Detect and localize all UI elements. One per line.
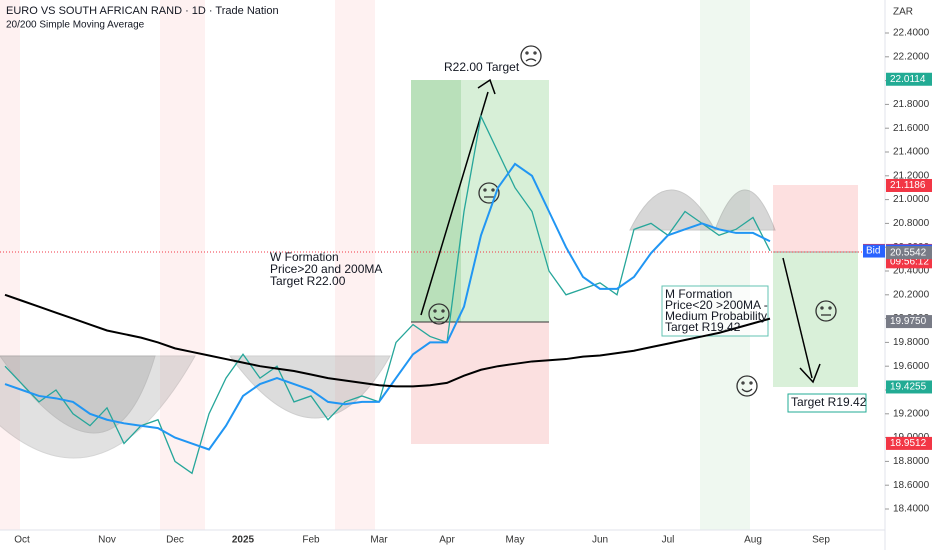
y-tick-label: 19.6000 <box>893 361 930 372</box>
price-tag-label: 19.9750 <box>890 316 927 327</box>
price-tag <box>886 178 932 192</box>
price-tag-label: 19.4255 <box>890 382 927 393</box>
annotation: M Formation <box>665 287 732 301</box>
emoji-faces <box>428 45 837 397</box>
y-tick-label: 20.4000 <box>893 266 930 277</box>
x-tick-label: Aug <box>744 535 762 546</box>
price-tag-label: 20.5542 <box>890 247 927 258</box>
annotation: W Formation <box>270 250 339 264</box>
y-tick-label: 21.4000 <box>893 147 930 158</box>
x-tick-label: Jul <box>662 535 675 546</box>
session-band <box>0 0 20 530</box>
y-tick-label: 19.2000 <box>893 408 930 419</box>
x-tick-label: Feb <box>302 535 320 546</box>
series-line <box>4 293 771 388</box>
y-tick-label: 18.8000 <box>893 456 930 467</box>
y-tick-label: 22.4000 <box>893 28 930 39</box>
background-layer <box>0 0 885 530</box>
price-tag-label: 18.9512 <box>890 438 927 449</box>
y-tick-label: 20.8000 <box>893 218 930 229</box>
series-line <box>4 114 771 475</box>
short-loss-zone <box>773 185 858 252</box>
annotation: R22.00 Target <box>444 60 520 74</box>
price-tag <box>886 315 932 329</box>
annotation: Target R19.42 <box>791 395 867 409</box>
y-tick-label: 19.8000 <box>893 337 930 348</box>
currency-label: ZAR <box>893 7 913 18</box>
arrow-up <box>420 91 489 316</box>
series-line <box>4 162 771 451</box>
price-tag <box>886 436 932 450</box>
x-tick-label: Sep <box>812 535 830 546</box>
y-tick-label: 18.4000 <box>893 504 930 515</box>
arrow-down <box>782 257 813 379</box>
session-band <box>335 0 375 530</box>
price-tag-label: 22.0114 <box>890 74 926 85</box>
price-tag <box>886 380 932 394</box>
y-axis-area <box>885 0 932 550</box>
cap-shape <box>714 189 776 231</box>
chart-subtitle: 20/200 Simple Moving Average <box>6 20 145 31</box>
y-tick-label: 21.6000 <box>893 123 930 134</box>
x-tick-label: Dec <box>166 535 184 546</box>
y-tick-label: 21.2000 <box>893 170 930 181</box>
x-tick-label: Nov <box>98 535 116 546</box>
chart-title: EURO VS SOUTH AFRICAN RAND · 1D · Trade … <box>6 5 279 17</box>
annotation-box <box>787 393 867 413</box>
arrow-head <box>477 78 496 95</box>
y-tick-label: 20.2000 <box>893 289 930 300</box>
price-tag <box>886 72 932 86</box>
x-tick-label: 2025 <box>232 535 255 546</box>
x-tick-label: May <box>506 535 525 546</box>
annotation: Target R22.00 <box>270 274 346 288</box>
annotation: Price<20 >200MA - <box>665 298 768 312</box>
annotation: Price>20 and 200MA <box>270 262 382 276</box>
cup-shape <box>0 355 196 459</box>
annotation-box <box>661 285 769 337</box>
y-tick-label: 18.6000 <box>893 480 930 491</box>
price-tag-prefix: Bid <box>866 246 880 257</box>
marks <box>4 114 771 475</box>
annotation: Target R19.42 <box>665 320 741 334</box>
cap-shape <box>629 189 716 231</box>
y-tick-label: 21.0000 <box>893 194 930 205</box>
y-tick-label: 22.2000 <box>893 51 930 62</box>
y-tick-label: 21.8000 <box>893 99 930 110</box>
x-tick-label: Apr <box>439 535 455 546</box>
price-tag <box>886 246 932 260</box>
price-tag-label: 21.1186 <box>890 180 926 191</box>
x-tick-label: Jun <box>592 535 608 546</box>
arrow-head <box>799 363 821 384</box>
x-tick-label: Mar <box>370 535 388 546</box>
session-band <box>700 0 750 530</box>
long-profit-zone-filled <box>411 80 461 322</box>
price-tag-prefix-box <box>863 244 885 258</box>
long-loss-zone <box>411 322 549 444</box>
price-tag-timer: 09:56:12 <box>890 256 929 267</box>
annotation: Medium Probability <box>665 309 767 323</box>
x-tick-label: Oct <box>14 535 30 546</box>
